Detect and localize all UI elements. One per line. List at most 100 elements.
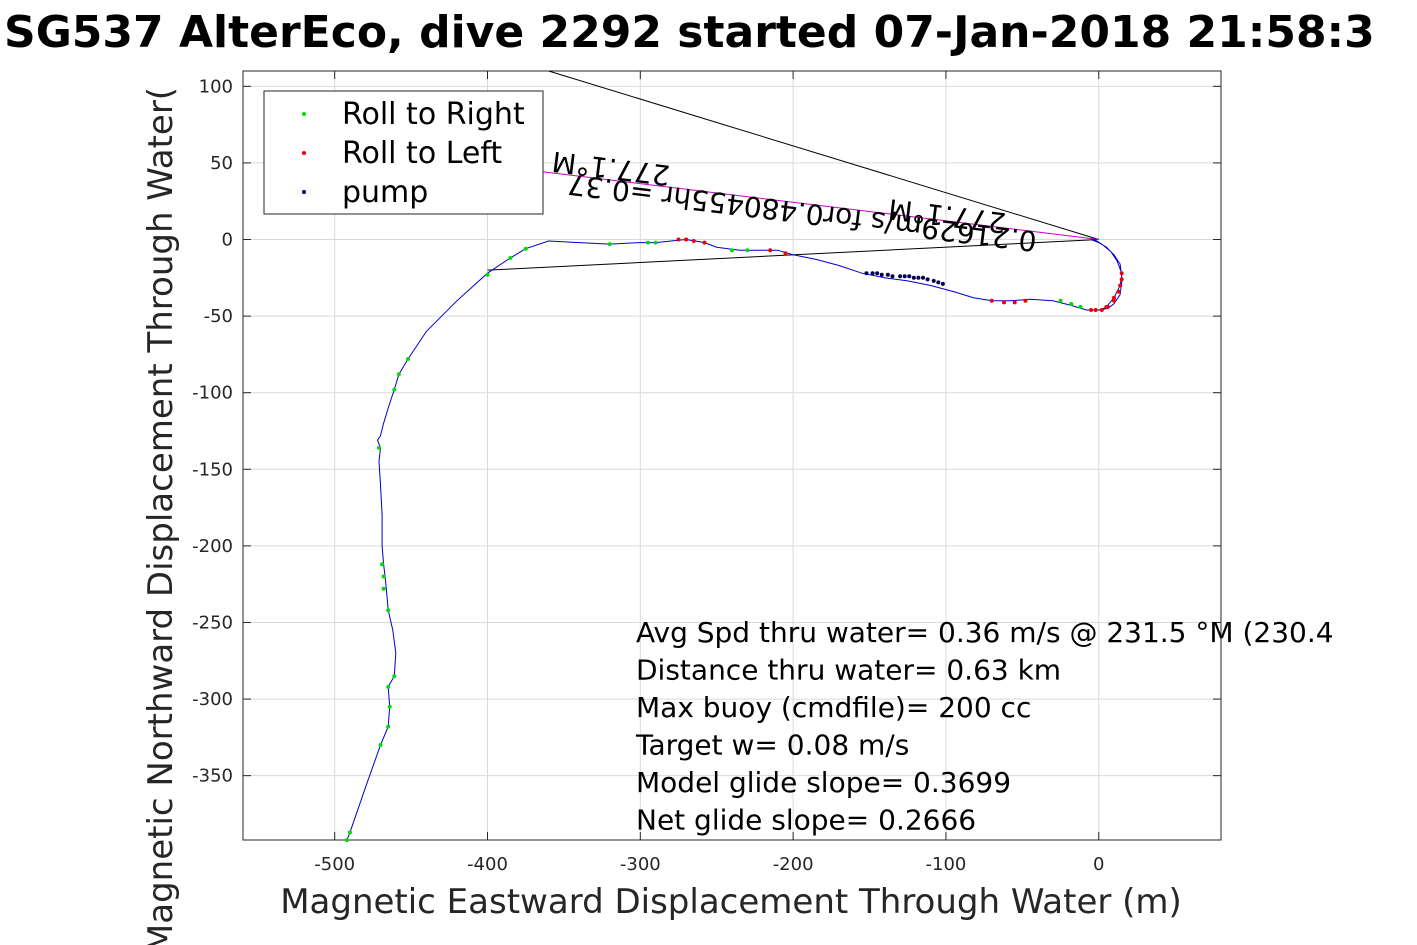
pump-point	[911, 275, 916, 280]
roll-left-point	[783, 251, 788, 256]
roll-left-point	[1118, 283, 1123, 288]
roll-right-point	[377, 445, 382, 450]
pump-point	[902, 274, 907, 279]
roll-right-point	[406, 356, 411, 361]
roll-right-point	[607, 242, 612, 247]
roll-right-point	[396, 372, 401, 377]
x-tick-label: -500	[314, 854, 355, 875]
roll-left-point	[1012, 300, 1017, 305]
legend-box	[263, 90, 544, 215]
roll-left-point	[1116, 289, 1121, 294]
y-tick-label: 0	[222, 230, 233, 251]
legend: Roll to Right Roll to Left pump	[263, 90, 544, 215]
y-tick-label: -250	[192, 612, 233, 633]
roll-left-point	[1104, 304, 1109, 309]
pump-point	[864, 271, 869, 276]
pump-point	[875, 271, 880, 276]
roll-right-point	[380, 562, 385, 567]
roll-right-point	[347, 830, 352, 835]
roll-right-point	[1078, 304, 1083, 309]
roll-left-point	[684, 237, 689, 242]
pump-point	[916, 275, 921, 280]
roll-left-point	[768, 248, 773, 253]
roll-right-point	[745, 248, 750, 253]
plot-area	[242, 70, 1222, 841]
tick-labels: -500 -400 -300 -200 -100 0 100 50 0 -50 -100 -150 -2…	[192, 71, 1221, 875]
pump-point	[925, 277, 930, 282]
roll-right-point	[344, 838, 349, 842]
roll-left-point	[1112, 295, 1117, 300]
roll-right-point	[653, 240, 658, 245]
x-tick-label: -400	[467, 854, 508, 875]
roll-right-point	[387, 704, 392, 709]
pump-point	[931, 278, 936, 283]
annotations: Avg Spd thru water= 0.36 m/s @ 231.5 °M …	[635, 616, 1334, 837]
reference-line	[533, 170, 1099, 241]
pump-point	[890, 274, 895, 279]
roll-right-point	[392, 674, 397, 679]
roll-left-point	[989, 298, 994, 303]
y-tick-label: -200	[192, 536, 233, 557]
pump-point	[940, 281, 945, 286]
stats-annotation: Avg Spd thru water= 0.36 m/s @ 231.5 °M …	[636, 616, 1334, 649]
roll-right-point	[378, 743, 383, 748]
legend-label-pump: pump	[342, 175, 428, 210]
roll-right-point	[392, 387, 397, 392]
roll-left-point	[676, 237, 681, 242]
roll-left-point	[1093, 307, 1098, 312]
roll-right-point	[381, 574, 386, 579]
y-tick-label: -300	[192, 689, 233, 710]
roll-right-point	[381, 586, 386, 591]
pump-point	[907, 274, 912, 279]
pump-point	[921, 275, 926, 280]
pump-point	[936, 280, 941, 285]
stats-annotation: Model glide slope= 0.3699	[636, 766, 1011, 799]
x-axis-label: Magnetic Eastward Displacement Through W…	[280, 882, 1182, 922]
stats-annotation: Distance thru water= 0.63 km	[636, 654, 1061, 687]
roll-right-point	[645, 240, 650, 245]
pump-point	[879, 272, 884, 277]
roll-right-point	[523, 246, 528, 251]
y-tick-label: 100	[199, 76, 233, 97]
stats-annotation: Max buoy (cmdfile)= 200 cc	[636, 691, 1031, 724]
y-tick-label: -350	[192, 766, 233, 787]
legend-marker-roll-right	[302, 112, 306, 116]
roll-left-point	[702, 240, 707, 245]
pump-point	[870, 271, 875, 276]
roll-left-point	[1112, 298, 1117, 303]
roll-left-point	[1119, 277, 1124, 282]
x-tick-label: -200	[773, 854, 814, 875]
y-axis-label: Magnetic Northward Displacement Through …	[141, 87, 181, 945]
stats-annotation: Net glide slope= 0.2666	[636, 804, 976, 837]
roll-left-point	[1002, 300, 1007, 305]
y-tick-label: -50	[204, 306, 233, 327]
roll-left-point	[1119, 271, 1124, 276]
pump-point	[898, 274, 903, 279]
roll-left-point	[1089, 307, 1094, 312]
legend-label-roll-right: Roll to Right	[342, 97, 525, 132]
roll-right-point	[485, 272, 490, 277]
roll-right-point	[1058, 298, 1063, 303]
roll-left-point	[1023, 298, 1028, 303]
chart-title: SG537 AlterEco, dive 2292 started 07-Jan…	[4, 7, 1375, 58]
roll-right-point	[1069, 301, 1074, 306]
x-tick-label: -100	[926, 854, 967, 875]
stats-annotation: Target w= 0.08 m/s	[635, 729, 909, 762]
y-tick-label: -150	[192, 459, 233, 480]
roll-right-point	[386, 684, 391, 689]
roll-right-point	[386, 608, 391, 613]
roll-left-point	[691, 239, 696, 244]
roll-right-point	[386, 724, 391, 729]
roll-left-point	[1099, 307, 1104, 312]
reference-line	[548, 70, 1099, 240]
legend-marker-pump	[302, 190, 306, 194]
y-tick-label: -100	[192, 383, 233, 404]
x-tick-label: 0	[1093, 854, 1104, 875]
pump-point	[885, 272, 890, 277]
y-tick-label: 50	[210, 153, 233, 174]
legend-label-roll-left: Roll to Left	[342, 136, 502, 171]
legend-marker-roll-left	[302, 151, 306, 155]
roll-right-point	[508, 255, 513, 260]
